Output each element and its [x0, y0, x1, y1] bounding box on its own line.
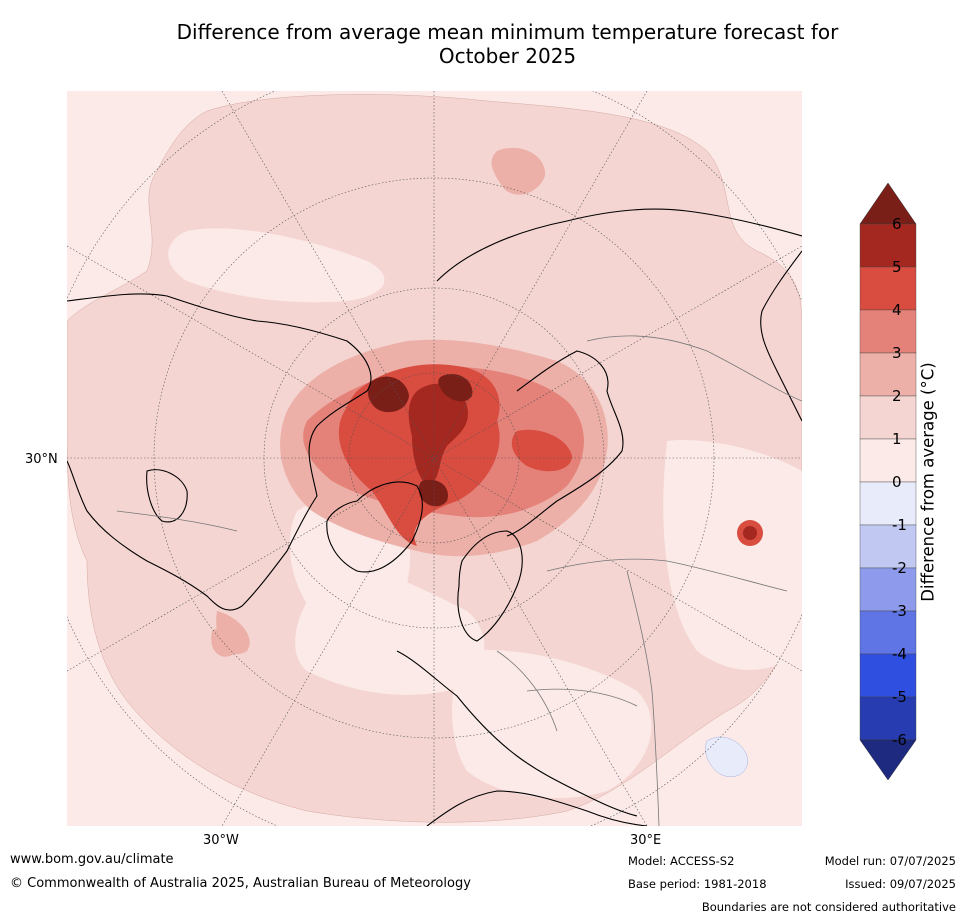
polar-map: [67, 91, 802, 826]
country-borders: [116, 335, 802, 826]
graticule: [67, 91, 802, 826]
anomaly-2-3-north-blob: [491, 147, 546, 195]
colorbar-bands: [859, 182, 917, 781]
anomaly-0-1-asia-area: [663, 440, 802, 670]
copyright: © Commonwealth of Australia 2025, Austra…: [10, 876, 471, 891]
colorbar-band: [859, 481, 917, 526]
border-europe-2: [526, 688, 638, 707]
anomaly-gt6-blob-2: [438, 373, 473, 402]
title-line-1: Difference from average mean minimum tem…: [176, 20, 839, 44]
anomaly-2-3-north-america-blob: [216, 611, 250, 655]
coast-east-asia: [760, 250, 802, 422]
website-url[interactable]: www.bom.gov.au/climate: [10, 852, 174, 867]
coast-hudson-bay: [146, 469, 188, 523]
colorbar-band: [859, 567, 917, 612]
coast-mediterranean: [426, 790, 648, 826]
colorbar-tick-label: 2: [892, 387, 902, 405]
longitude-label-30e: 30°E: [630, 833, 662, 848]
latitude-circle-45n: [153, 177, 715, 739]
colorbar-band: [859, 223, 917, 268]
anomaly-hotspot-asia-core: [743, 526, 757, 540]
colorbar-tick-label: 1: [892, 430, 902, 448]
colorbar-tick-label: -4: [892, 645, 907, 663]
title-line-2: October 2025: [438, 44, 577, 68]
colorbar-tick-label: -5: [892, 688, 907, 706]
colorbar-title: Difference from average (°C): [918, 362, 938, 602]
chart-title: Difference from average mean minimum tem…: [60, 20, 955, 68]
coastlines: [67, 208, 802, 826]
anomaly-gt6-blob-1: [367, 376, 409, 413]
anomaly-0-1-europe-area: [452, 650, 652, 799]
model-run-text: Model run: 07/07/2025: [824, 854, 956, 868]
map-svg: [67, 91, 802, 826]
colorbar-band: [859, 352, 917, 397]
coast-scandinavia: [457, 530, 523, 642]
coast-greenland: [326, 481, 423, 573]
anomaly-neg1-0-area: [705, 736, 748, 777]
colorbar-tick-label: -1: [892, 516, 907, 534]
anomaly-0-1-pacific-area: [168, 228, 385, 303]
issued-text: Issued: 09/07/2025: [845, 877, 956, 891]
coast-europe: [396, 650, 638, 817]
colorbar-extend-high: [859, 182, 917, 225]
border-russia-north: [586, 335, 802, 402]
border-canada-us: [116, 510, 238, 532]
border-central-asia: [626, 570, 660, 826]
border-russia-south: [546, 558, 788, 592]
model-text: Model: ACCESS-S2: [628, 854, 735, 868]
anomaly-5-6-region: [408, 383, 468, 486]
coast-eurasia-arctic: [436, 208, 802, 282]
meridian-60e: [67, 245, 802, 672]
anomaly-4-5-east-blob: [511, 429, 572, 472]
latitude-label-30n: 30°N: [25, 452, 58, 467]
colorbar-band: [859, 696, 917, 741]
colorbar-tick-label: -3: [892, 602, 907, 620]
disclaimer-text: Boundaries are not considered authoritat…: [701, 900, 956, 914]
colorbar-extend-low: [859, 739, 917, 781]
colorbar-tick-label: 0: [892, 473, 902, 491]
colorbar-band: [859, 653, 917, 698]
anomaly-gt6-blob-3: [418, 479, 448, 507]
colorbar-band: [859, 395, 917, 440]
colorbar: [859, 182, 917, 781]
colorbar-tick-label: 3: [892, 344, 902, 362]
colorbar-band: [859, 309, 917, 354]
colorbar-tick-label: -6: [892, 731, 907, 749]
colorbar-tick-label: 5: [892, 258, 902, 276]
colorbar-tick-label: 4: [892, 301, 902, 319]
base-period-text: Base period: 1981-2018: [628, 877, 767, 891]
colorbar-tick-label: -2: [892, 559, 907, 577]
colorbar-band: [859, 524, 917, 569]
coast-north-america: [67, 293, 372, 611]
colorbar-tick-label: 6: [892, 215, 902, 233]
coast-eurasia-north: [506, 350, 624, 537]
colorbar-band: [859, 610, 917, 655]
colorbar-band: [859, 266, 917, 311]
anomaly-0-1-atlantic-area: [295, 561, 485, 695]
longitude-label-30w: 30°W: [203, 833, 239, 848]
border-europe-1: [496, 650, 558, 732]
colorbar-band: [859, 438, 917, 483]
